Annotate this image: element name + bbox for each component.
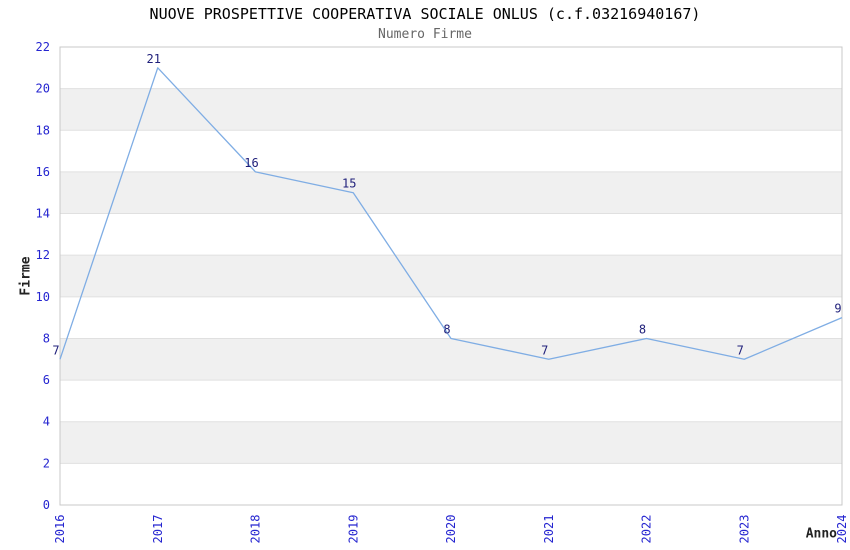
x-tick-label: 2024 [835,515,849,544]
y-tick-label: 10 [36,290,50,304]
y-tick-label: 6 [43,373,50,387]
data-point-label: 16 [244,156,258,170]
data-point-label: 15 [342,177,356,191]
data-line [59,67,843,360]
chart-subtitle: Numero Firme [378,27,472,42]
data-point-label: 7 [541,343,548,357]
x-axis-label: Anno [805,526,837,542]
y-tick-label: 12 [36,248,50,262]
y-tick-label: 4 [43,415,50,429]
x-tick-label: 2017 [151,515,165,544]
y-tick-label: 0 [43,498,50,512]
x-tick-label: 2021 [542,515,556,544]
band [60,255,842,297]
y-tick-label: 14 [36,207,50,221]
data-point-label: 8 [639,322,646,336]
plot-border [59,46,843,506]
data-point-label: 21 [147,52,161,66]
y-tick-label: 22 [36,40,50,54]
chart-title: NUOVE PROSPETTIVE COOPERATIVA SOCIALE ON… [149,5,701,23]
x-tick-label: 2020 [444,515,458,544]
band [60,171,842,214]
data-point-label: 7 [737,343,744,357]
data-point-label: 7 [52,343,59,357]
band [60,338,842,381]
x-tick-label: 2022 [640,515,654,544]
x-tick-label: 2018 [249,515,263,544]
y-tick-label: 16 [36,165,50,179]
y-tick-label: 18 [36,123,50,137]
band [60,421,842,464]
y-tick-label: 2 [43,456,50,470]
y-tick-label: 20 [36,82,50,96]
x-tick-label: 2019 [346,515,360,544]
band [60,88,842,131]
y-tick-label: 8 [43,331,50,345]
data-point-label: 8 [443,322,450,336]
x-tick-label: 2023 [737,515,751,544]
x-tick-label: 2016 [53,515,67,544]
data-point-label: 9 [834,302,841,316]
